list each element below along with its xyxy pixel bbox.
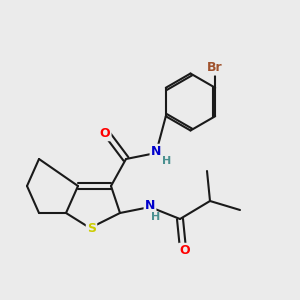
Text: N: N: [151, 145, 161, 158]
Text: O: O: [179, 244, 190, 257]
Text: S: S: [87, 222, 96, 235]
Text: Br: Br: [207, 61, 223, 74]
Text: O: O: [100, 127, 110, 140]
Text: H: H: [162, 155, 171, 166]
Text: N: N: [145, 199, 155, 212]
Text: H: H: [152, 212, 160, 222]
